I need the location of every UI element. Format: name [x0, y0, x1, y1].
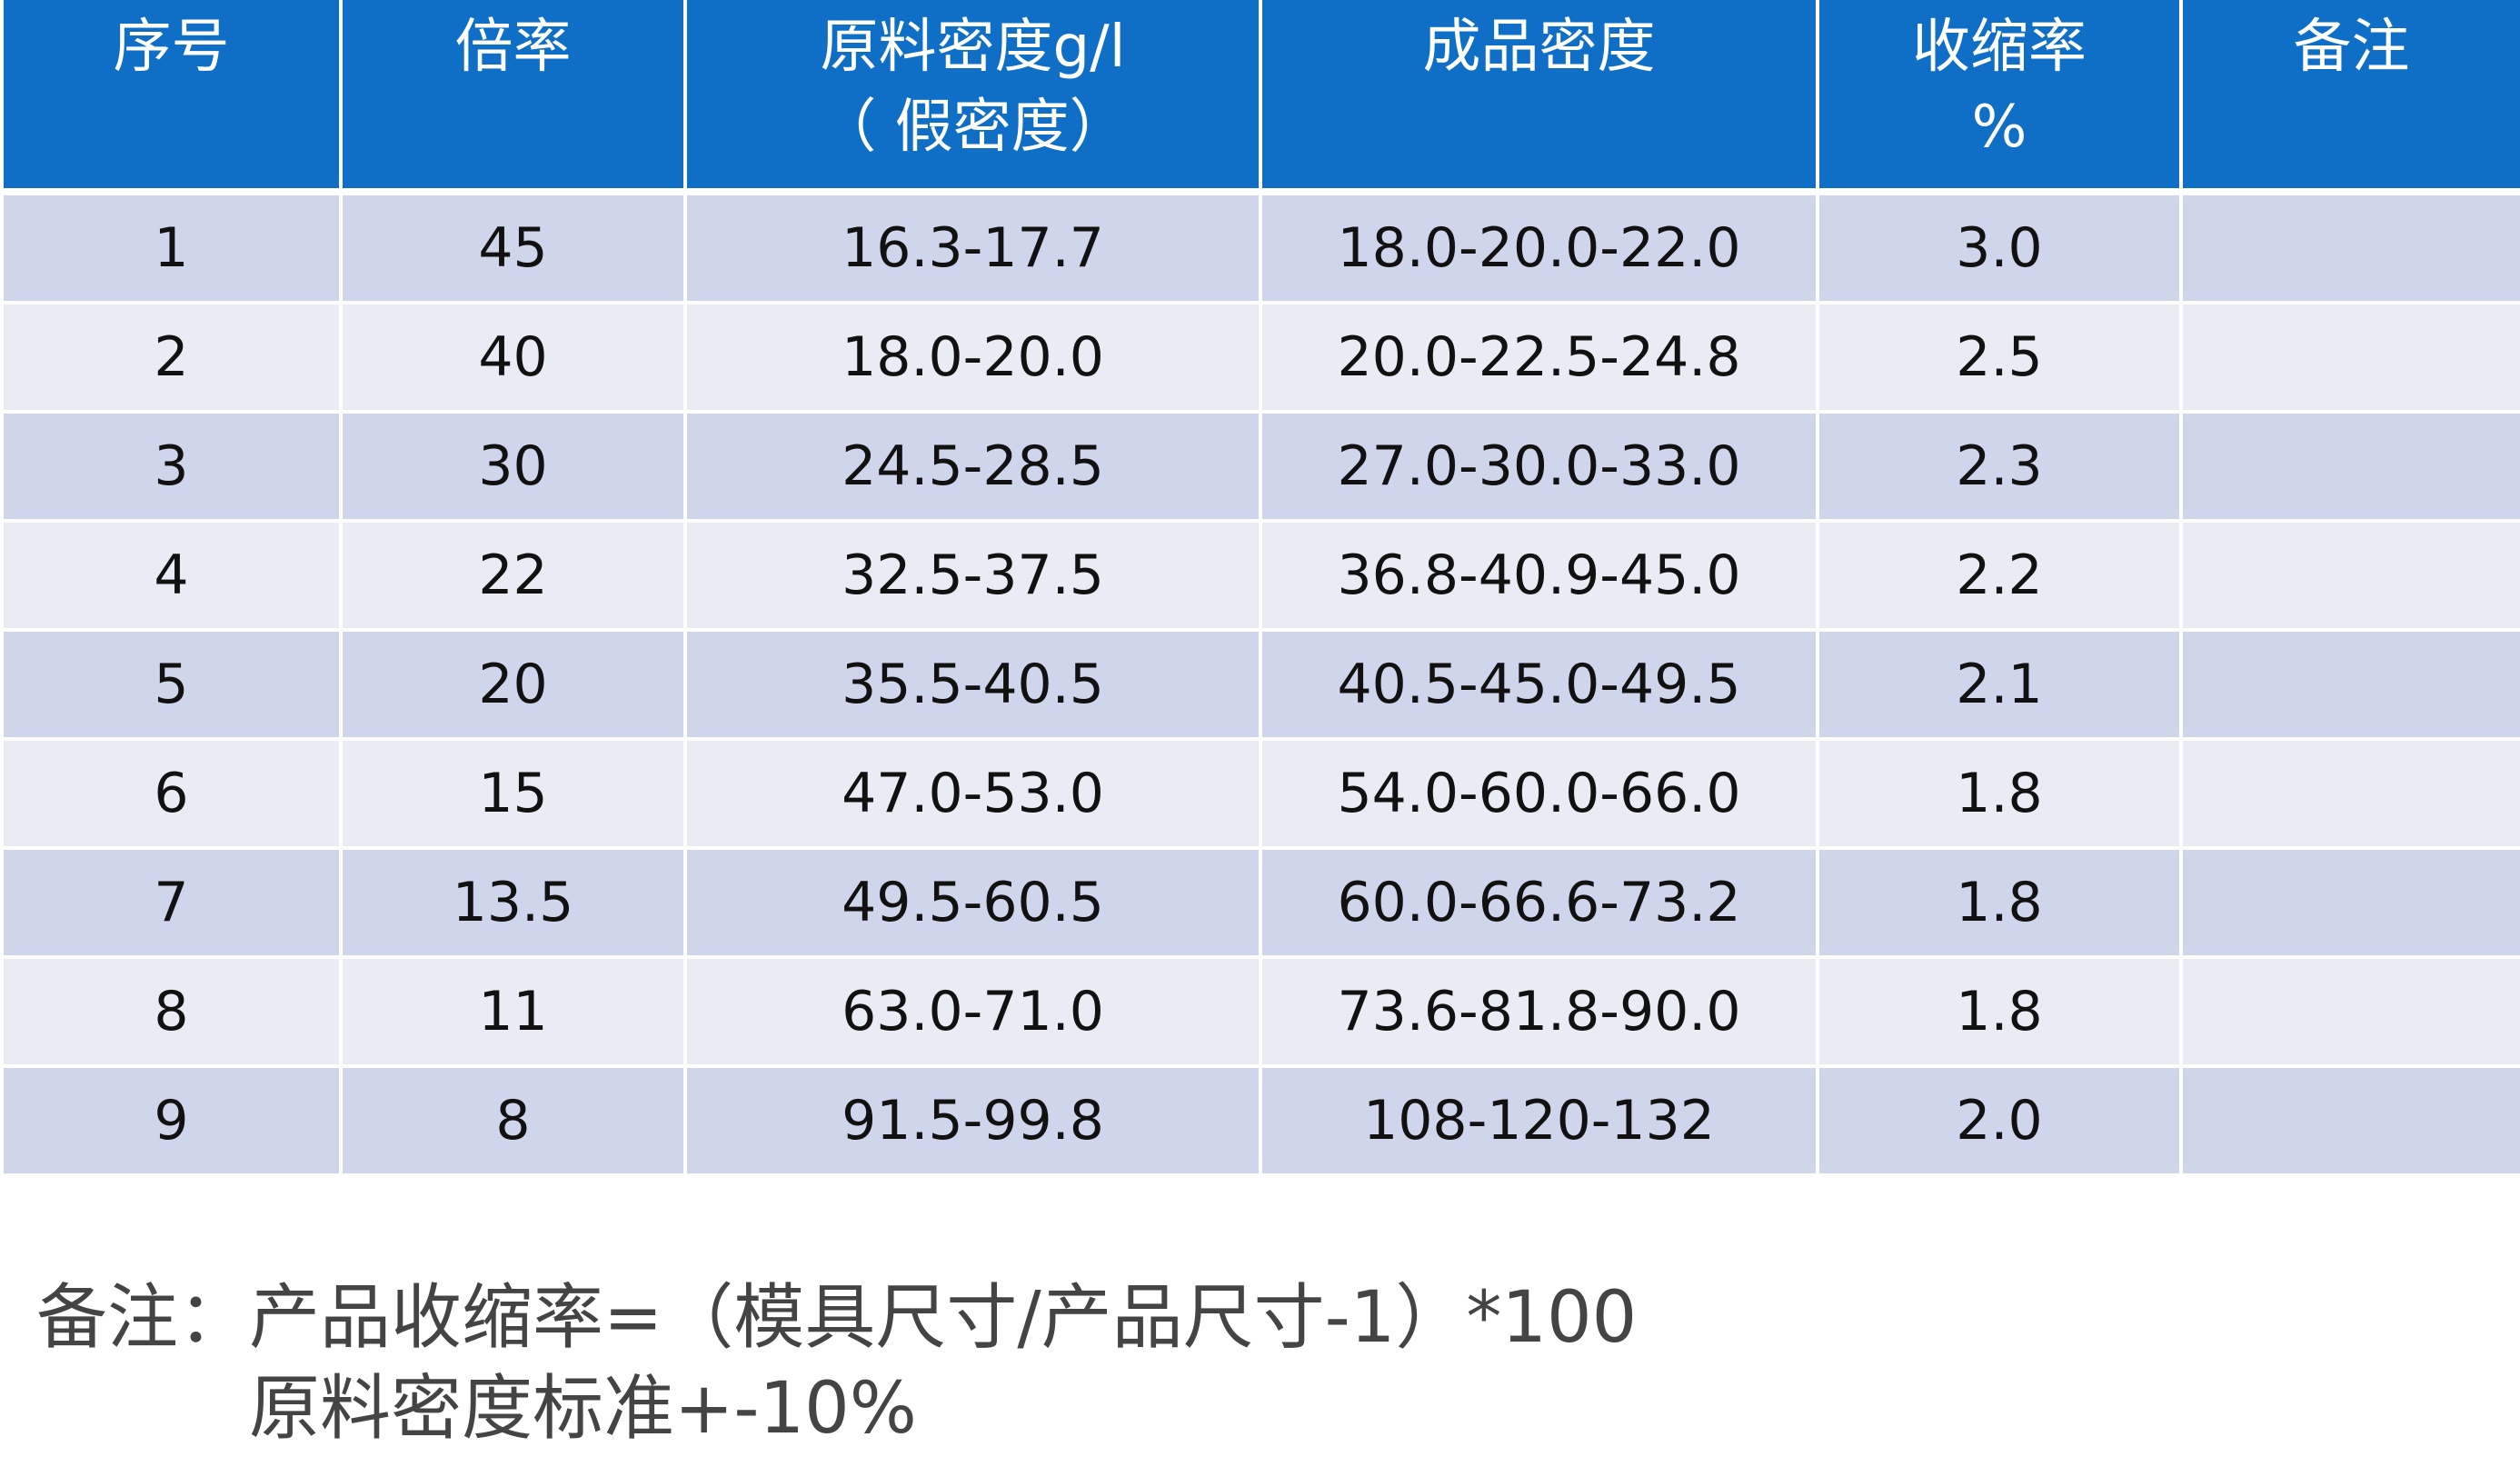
header-text: 原料密度g/l: [820, 14, 1126, 81]
table-cell: 1.8: [1816, 737, 2183, 850]
note-line: 原料密度标准+-10%: [249, 1368, 917, 1450]
table-row: 7 13.5 49.5-60.5 60.0-66.6-73.2 1.8: [0, 846, 2520, 959]
header-text: （ 假密度）: [818, 94, 1128, 161]
header-text: 备注: [2293, 14, 2410, 81]
note-line: 产品收缩率=（模具尺寸/产品尺寸-1）*100: [249, 1277, 1638, 1359]
header-cell: 收缩率%: [1816, 0, 2183, 195]
table-cell: 40: [339, 301, 687, 414]
table-cell: 108-120-132: [1259, 1064, 1819, 1177]
table-cell: 45: [339, 190, 687, 304]
empty-cell: [2179, 846, 2520, 959]
table-cell: 1.8: [1816, 846, 2183, 959]
table-cell: 15: [339, 737, 687, 850]
density-table: 序号 倍率 原料密度g/l （ 假密度） 成品密度 收缩率% 备注 1 45 16.3-17.7…: [0, 0, 2520, 1177]
table-row: 5 20 35.5-40.5 40.5-45.0-49.5 2.1: [0, 628, 2520, 741]
table-row: 2 40 18.0-20.0 20.0-22.5-24.8 2.5: [0, 301, 2520, 414]
header-cell: 备注: [2179, 0, 2520, 195]
table-cell: 32.5-37.5: [683, 519, 1262, 632]
table-row: 9 8 91.5-99.8 108-120-132 2.0: [0, 1064, 2520, 1177]
empty-cell: [2179, 301, 2520, 414]
table-row: 3 30 24.5-28.5 27.0-30.0-33.0 2.3: [0, 410, 2520, 523]
header-row: 序号 倍率 原料密度g/l （ 假密度） 成品密度 收缩率% 备注: [0, 0, 2520, 195]
table-cell: 47.0-53.0: [683, 737, 1262, 850]
table-cell: 13.5: [339, 846, 687, 959]
header-text: 倍率: [454, 14, 572, 81]
empty-cell: [2179, 190, 2520, 304]
table-cell: 11: [339, 955, 687, 1068]
table-body: 1 45 16.3-17.7 18.0-20.0-22.0 3.0 2 40 18.0-20.…: [0, 190, 2520, 1177]
empty-cell: [2179, 628, 2520, 741]
table-cell: 60.0-66.6-73.2: [1259, 846, 1819, 959]
header-cell: 序号: [0, 0, 343, 195]
table-cell: 3: [0, 410, 343, 523]
header-cell: 成品密度: [1259, 0, 1819, 195]
note: 备注： 产品收缩率=（模具尺寸/产品尺寸-1）*100 原料密度标准+-10%: [36, 1272, 1637, 1454]
note-lines: 产品收缩率=（模具尺寸/产品尺寸-1）*100 原料密度标准+-10%: [249, 1272, 1637, 1454]
table-cell: 54.0-60.0-66.0: [1259, 737, 1819, 850]
table-cell: 40.5-45.0-49.5: [1259, 628, 1819, 741]
header-text: 成品密度: [1422, 14, 1656, 81]
table-cell: 18.0-20.0: [683, 301, 1262, 414]
table-cell: 20: [339, 628, 687, 741]
table-cell: 35.5-40.5: [683, 628, 1262, 741]
header-cell: 原料密度g/l （ 假密度）: [683, 0, 1262, 195]
table-cell: 2.1: [1816, 628, 2183, 741]
table-cell: 91.5-99.8: [683, 1064, 1262, 1177]
table-cell: 9: [0, 1064, 343, 1177]
table-cell: 18.0-20.0-22.0: [1259, 190, 1819, 304]
empty-cell: [2179, 519, 2520, 632]
table-row: 1 45 16.3-17.7 18.0-20.0-22.0 3.0: [0, 190, 2520, 304]
table-cell: 16.3-17.7: [683, 190, 1262, 304]
table-cell: 8: [339, 1064, 687, 1177]
table-cell: 20.0-22.5-24.8: [1259, 301, 1819, 414]
empty-cell: [2179, 410, 2520, 523]
table-cell: 2: [0, 301, 343, 414]
table-cell: 2.3: [1816, 410, 2183, 523]
table-cell: 30: [339, 410, 687, 523]
header-text: 序号: [113, 14, 230, 81]
table-cell: 2.0: [1816, 1064, 2183, 1177]
table-cell: 27.0-30.0-33.0: [1259, 410, 1819, 523]
empty-cell: [2179, 955, 2520, 1068]
table-cell: 2.5: [1816, 301, 2183, 414]
table-cell: 24.5-28.5: [683, 410, 1262, 523]
table-row: 8 11 63.0-71.0 73.6-81.8-90.0 1.8: [0, 955, 2520, 1068]
table-cell: 7: [0, 846, 343, 959]
header-text: %: [1971, 94, 2027, 161]
table-cell: 49.5-60.5: [683, 846, 1262, 959]
table-header: 序号 倍率 原料密度g/l （ 假密度） 成品密度 收缩率% 备注: [0, 0, 2520, 195]
empty-cell: [2179, 737, 2520, 850]
table-row: 4 22 32.5-37.5 36.8-40.9-45.0 2.2: [0, 519, 2520, 632]
table-cell: 4: [0, 519, 343, 632]
table-cell: 1.8: [1816, 955, 2183, 1068]
table-cell: 63.0-71.0: [683, 955, 1262, 1068]
note-label: 备注：: [36, 1277, 250, 1359]
table-cell: 22: [339, 519, 687, 632]
table-cell: 73.6-81.8-90.0: [1259, 955, 1819, 1068]
table-row: 6 15 47.0-53.0 54.0-60.0-66.0 1.8: [0, 737, 2520, 850]
table-cell: 36.8-40.9-45.0: [1259, 519, 1819, 632]
table-cell: 6: [0, 737, 343, 850]
header-cell: 倍率: [339, 0, 687, 195]
table-cell: 3.0: [1816, 190, 2183, 304]
table-cell: 5: [0, 628, 343, 741]
header-text: 收缩率: [1912, 14, 2087, 81]
table-cell: 8: [0, 955, 343, 1068]
table-cell: 2.2: [1816, 519, 2183, 632]
table-cell: 1: [0, 190, 343, 304]
empty-cell: [2179, 1064, 2520, 1177]
